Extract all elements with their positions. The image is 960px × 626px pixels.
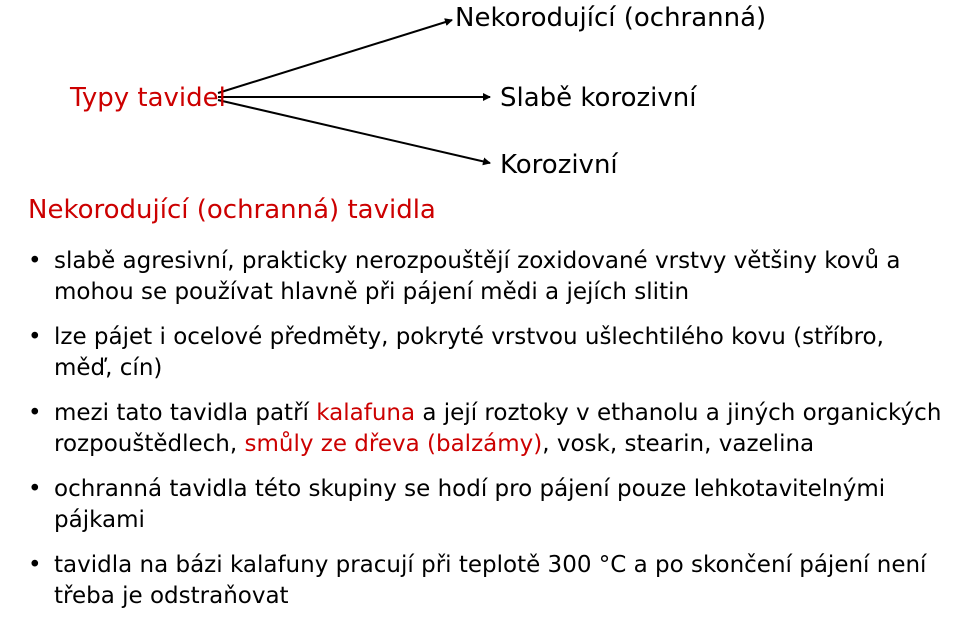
bullet-1-text: slabě agresivní, prakticky nerozpouštějí… [54, 248, 900, 305]
types-title: Typy tavidel [70, 83, 226, 113]
arrow-to-bot [218, 100, 490, 163]
subheading-nekorodujici: Nekorodující (ochranná) tavidla [28, 195, 436, 225]
bullet-2: lze pájet i ocelové předměty, pokryté vr… [28, 322, 948, 384]
bullet-4: ochranná tavidla této skupiny se hodí pr… [28, 474, 948, 536]
bullet-5-text: tavidla na bázi kalafuny pracují při tep… [54, 552, 926, 609]
bullet-list: slabě agresivní, prakticky nerozpouštějí… [28, 246, 948, 626]
node-korozivni: Korozivní [500, 150, 618, 180]
arrow-to-top [218, 20, 452, 93]
bullet-4-text: ochranná tavidla této skupiny se hodí pr… [54, 476, 885, 533]
bullet-3-c: , vosk, stearin, vazelina [542, 431, 814, 457]
bullet-3-red1: kalafuna [316, 400, 415, 426]
node-slabe-korozivni: Slabě korozivní [500, 83, 696, 113]
bullet-2-text: lze pájet i ocelové předměty, pokryté vr… [54, 324, 884, 381]
bullet-3: mezi tato tavidla patří kalafuna a její … [28, 398, 948, 460]
bullet-3-red2: smůly ze dřeva (balzámy) [244, 431, 542, 457]
bullet-3-a: mezi tato tavidla patří [54, 400, 316, 426]
bullet-5: tavidla na bázi kalafuny pracují při tep… [28, 550, 948, 612]
bullet-1: slabě agresivní, prakticky nerozpouštějí… [28, 246, 948, 308]
node-nekorodujici: Nekorodující (ochranná) [455, 3, 766, 33]
